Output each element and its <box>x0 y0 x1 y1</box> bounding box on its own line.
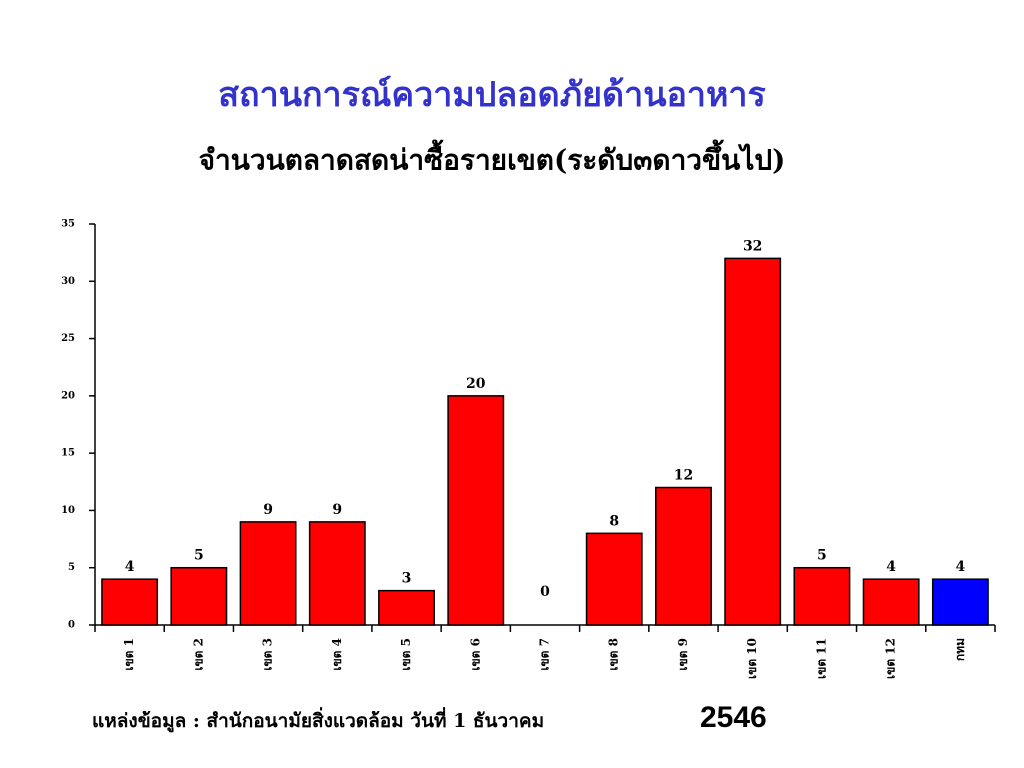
value-label: 12 <box>674 468 693 484</box>
x-tick-label: เขต 9 <box>676 638 690 671</box>
value-label: 9 <box>263 502 273 518</box>
y-tick-label: 0 <box>68 620 75 631</box>
value-label: 9 <box>332 502 342 518</box>
bar <box>447 395 505 626</box>
bar <box>239 521 297 626</box>
y-tick-label: 5 <box>68 562 75 573</box>
value-label: 4 <box>125 559 135 575</box>
bar <box>655 486 712 626</box>
y-tick-label: 20 <box>61 390 75 401</box>
chart-subtitle: จำนวนตลาดสดน่าซื้อรายเขต(ระดับ๓ดาวขึ้นไป… <box>199 139 786 177</box>
value-label: 5 <box>817 548 827 564</box>
value-label: 8 <box>609 513 619 529</box>
y-tick-label: 25 <box>61 333 75 344</box>
value-label: 4 <box>956 559 966 575</box>
x-tick-label: เขต 1 <box>122 638 136 671</box>
bar <box>378 589 435 626</box>
y-tick-label: 10 <box>61 505 75 516</box>
y-tick-label: 15 <box>61 448 75 459</box>
bar <box>170 566 228 626</box>
bar <box>931 578 989 626</box>
bar <box>862 578 920 626</box>
value-label: 5 <box>194 548 204 564</box>
source: แหล่งข้อมูล : สำนักอนามัยสิ่งแวดล้อม วัน… <box>92 707 544 733</box>
x-tick-label: เขต 5 <box>399 638 413 671</box>
bar <box>585 532 643 626</box>
x-tick-label: เขต 12 <box>884 638 898 679</box>
source-year: 2546 <box>700 701 767 734</box>
chart-title: สถานการณ์ความปลอดภัยด้านอาหาร <box>218 75 766 115</box>
x-tick-label: เขต 11 <box>814 638 828 679</box>
bar <box>793 566 851 626</box>
value-label: 3 <box>402 571 412 587</box>
bar <box>724 257 782 626</box>
bar <box>308 521 366 626</box>
value-label: 20 <box>466 376 486 392</box>
y-tick-label: 30 <box>61 276 75 287</box>
x-tick-label: เขต 7 <box>538 638 552 671</box>
x-tick-label: กทม <box>953 638 967 661</box>
x-tick-label: เขต 2 <box>191 638 205 671</box>
value-label: 4 <box>886 559 896 575</box>
x-tick-label: เขต 10 <box>745 638 759 679</box>
y-tick-label: 35 <box>61 219 75 230</box>
bar <box>101 578 159 626</box>
value-label: 0 <box>540 584 550 600</box>
x-tick-label: เขต 6 <box>468 638 482 671</box>
x-tick-label: เขต 3 <box>261 638 275 671</box>
x-tick-label: เขต 8 <box>607 638 621 671</box>
value-label: 32 <box>743 238 762 254</box>
x-tick-label: เขต 4 <box>330 638 344 671</box>
